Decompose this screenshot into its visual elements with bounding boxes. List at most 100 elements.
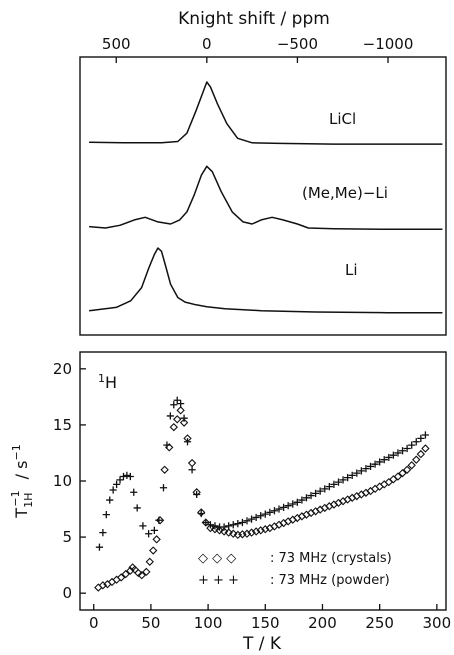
bottom-y-tick-label: 0 bbox=[62, 584, 72, 602]
data-point-plus bbox=[229, 521, 237, 529]
data-point-diamond bbox=[98, 581, 108, 590]
data-point-plus bbox=[385, 453, 393, 462]
data-point-plus bbox=[412, 438, 420, 446]
data-point-plus bbox=[279, 503, 288, 511]
top-plot-frame bbox=[79, 56, 447, 336]
data-point-diamond bbox=[94, 583, 103, 592]
data-point-plus bbox=[145, 530, 153, 538]
ylabel-unit: / s bbox=[12, 461, 31, 485]
data-point-diamond bbox=[149, 546, 158, 555]
data-point-diamond bbox=[210, 525, 220, 534]
bottom-x-tick-label: 50 bbox=[141, 614, 160, 632]
data-point-plus bbox=[312, 489, 320, 497]
bottom-y-tick-label: 5 bbox=[62, 528, 72, 546]
data-point-plus bbox=[270, 507, 279, 515]
bottom-y-tick-label: 20 bbox=[53, 360, 72, 378]
top-tick-label: −500 bbox=[277, 35, 318, 53]
series-73-mhz-crystals bbox=[94, 406, 430, 592]
data-point-plus bbox=[247, 515, 256, 523]
data-point-plus bbox=[380, 456, 388, 464]
top-tick-label: 500 bbox=[102, 35, 131, 53]
data-point-plus bbox=[417, 434, 425, 442]
data-point-plus bbox=[197, 509, 205, 518]
legend-symbols-powder: + + + bbox=[198, 573, 239, 588]
data-point-diamond bbox=[206, 523, 215, 533]
top-xlabel: Knight shift / ppm bbox=[178, 9, 330, 29]
data-point-diamond bbox=[179, 418, 189, 427]
data-point-plus bbox=[155, 516, 163, 524]
data-point-diamond bbox=[229, 529, 238, 538]
data-point-diamond bbox=[121, 569, 130, 579]
data-point-plus bbox=[202, 518, 210, 527]
data-point-plus bbox=[261, 510, 269, 518]
data-point-diamond bbox=[107, 577, 117, 587]
data-point-plus bbox=[180, 414, 188, 422]
data-point-plus bbox=[119, 472, 128, 481]
data-point-plus bbox=[353, 469, 361, 477]
ylabel-unit-sup: −1 bbox=[10, 444, 23, 460]
data-point-plus bbox=[133, 504, 141, 512]
data-point-plus bbox=[183, 438, 192, 446]
data-point-diamond bbox=[416, 449, 426, 459]
bottom-x-tick-label: 0 bbox=[89, 614, 99, 632]
data-point-diamond bbox=[176, 406, 185, 415]
data-point-plus bbox=[321, 485, 329, 493]
data-point-plus bbox=[99, 529, 107, 537]
data-point-diamond bbox=[247, 528, 256, 537]
bottom-y-tick-label: 10 bbox=[53, 472, 72, 490]
spectrum-line-licl bbox=[89, 81, 443, 145]
data-point-plus bbox=[421, 431, 430, 439]
data-point-plus bbox=[293, 498, 301, 506]
legend-label-powder: : 73 MHz (powder) bbox=[270, 573, 390, 588]
data-point-plus bbox=[302, 494, 311, 502]
data-point-diamond bbox=[412, 455, 421, 464]
ylabel-base: T bbox=[12, 508, 31, 519]
data-point-plus bbox=[298, 496, 306, 504]
data-point-plus bbox=[109, 486, 117, 494]
data-point-plus bbox=[170, 401, 178, 409]
data-point-plus bbox=[284, 502, 292, 510]
data-point-plus bbox=[159, 484, 168, 492]
data-point-diamond bbox=[251, 527, 261, 536]
data-point-plus bbox=[307, 491, 315, 500]
data-point-plus bbox=[220, 523, 228, 531]
nucleus-mass: 1 bbox=[98, 372, 105, 385]
data-point-plus bbox=[173, 396, 181, 404]
data-point-plus bbox=[150, 526, 158, 534]
top-axis-ticks: 500 0 −500 −1000 bbox=[102, 35, 413, 63]
data-point-plus bbox=[398, 447, 407, 455]
data-point-plus bbox=[211, 522, 219, 530]
data-point-diamond bbox=[187, 458, 197, 468]
data-point-plus bbox=[325, 483, 333, 491]
legend-label-crystals: : 73 MHz (crystals) bbox=[270, 551, 392, 566]
data-point-diamond bbox=[116, 573, 126, 582]
data-point-plus bbox=[252, 513, 260, 522]
data-point-plus bbox=[193, 490, 201, 499]
data-point-diamond bbox=[261, 525, 270, 534]
data-point-diamond bbox=[169, 422, 178, 432]
data-point-plus bbox=[95, 543, 104, 551]
data-point-plus bbox=[139, 522, 147, 530]
nucleus-label: 1H bbox=[98, 372, 117, 392]
data-point-plus bbox=[266, 508, 274, 517]
data-point-diamond bbox=[160, 465, 169, 474]
data-point-diamond bbox=[393, 472, 403, 481]
data-point-plus bbox=[334, 478, 343, 486]
bottom-x-tick-label: 100 bbox=[194, 614, 223, 632]
bottom-x-tick-label: 250 bbox=[365, 614, 394, 632]
data-point-plus bbox=[366, 462, 375, 471]
bottom-x-tick-label: 150 bbox=[251, 614, 280, 632]
data-point-diamond bbox=[384, 477, 393, 487]
bottom-y-tick-label: 15 bbox=[53, 416, 72, 434]
data-point-diamond bbox=[407, 461, 416, 470]
data-point-plus bbox=[275, 505, 283, 513]
legend: ◇ ◇ ◇ : 73 MHz (crystals) + + + : 73 MHz… bbox=[198, 551, 392, 588]
label-li: Li bbox=[345, 261, 358, 279]
top-spectra bbox=[89, 81, 443, 314]
data-point-plus bbox=[188, 466, 196, 474]
bottom-x-tick-label: 200 bbox=[308, 614, 337, 632]
data-point-diamond bbox=[173, 415, 182, 424]
data-point-plus bbox=[357, 467, 365, 475]
data-point-plus bbox=[166, 412, 174, 420]
